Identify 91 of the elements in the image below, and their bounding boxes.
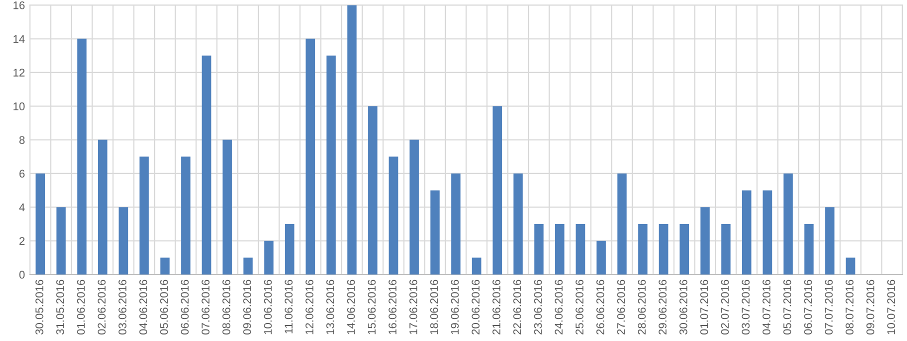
x-tick-label: 30.06.2016 bbox=[679, 280, 688, 335]
bar bbox=[118, 207, 128, 275]
bar bbox=[492, 106, 502, 275]
x-tick-label: 31.05.2016 bbox=[56, 280, 64, 335]
x-tick-label: 09.06.2016 bbox=[243, 280, 252, 335]
bar bbox=[56, 207, 66, 275]
y-tick-label: 0 bbox=[19, 270, 25, 279]
x-tick-label: 01.07.2016 bbox=[700, 280, 708, 335]
x-tick-label: 14.06.2016 bbox=[347, 280, 355, 334]
bar bbox=[368, 106, 378, 275]
y-tick-label: 12 bbox=[14, 68, 25, 76]
bar bbox=[388, 156, 398, 275]
bar bbox=[513, 173, 523, 275]
y-tick-label: 8 bbox=[19, 136, 25, 144]
x-tick-label: 07.06.2016 bbox=[202, 280, 210, 335]
x-tick-label: 12.06.2016 bbox=[306, 280, 314, 334]
bar bbox=[326, 56, 336, 275]
x-tick-label: 02.07.2016 bbox=[720, 280, 729, 335]
x-tick-label: 23.06.2016 bbox=[534, 280, 542, 334]
x-tick-label: 17.06.2016 bbox=[409, 280, 418, 334]
bar bbox=[36, 173, 45, 275]
x-tick-label: 10.07.2016 bbox=[887, 280, 896, 334]
bar bbox=[742, 190, 752, 275]
bar bbox=[472, 258, 482, 275]
bar bbox=[243, 258, 253, 275]
bar bbox=[306, 38, 316, 275]
bar bbox=[347, 5, 357, 275]
x-tick-label: 10.06.2016 bbox=[264, 280, 272, 334]
bar bbox=[721, 224, 731, 275]
x-tick-label: 21.06.2016 bbox=[492, 280, 500, 334]
bar bbox=[77, 38, 87, 275]
y-tick-label: 10 bbox=[14, 102, 25, 110]
bar bbox=[222, 140, 232, 275]
x-tick-label: 25.06.2016 bbox=[576, 280, 584, 334]
y-tick-label: 4 bbox=[19, 204, 25, 212]
bar bbox=[658, 224, 668, 275]
y-tick-label: 16 bbox=[14, 1, 25, 10]
x-tick-label: 27.06.2016 bbox=[617, 280, 625, 334]
bar bbox=[202, 56, 212, 275]
x-tick-label: 03.06.2016 bbox=[118, 280, 126, 335]
x-tick-label: 08.06.2016 bbox=[222, 280, 230, 335]
bar bbox=[846, 258, 856, 275]
x-tick-label: 04.06.2016 bbox=[139, 280, 148, 335]
bar bbox=[638, 224, 648, 275]
bar bbox=[596, 240, 606, 275]
bar bbox=[555, 224, 564, 275]
x-tick-label: 02.06.2016 bbox=[98, 280, 106, 335]
x-tick-label: 13.06.2016 bbox=[326, 280, 334, 334]
bar bbox=[700, 207, 710, 275]
y-tick-label: 14 bbox=[14, 35, 25, 43]
bar bbox=[140, 156, 149, 275]
x-tick-label: 03.07.2016 bbox=[742, 280, 750, 335]
x-tick-label: 26.06.2016 bbox=[596, 280, 604, 334]
x-tick-label: 05.06.2016 bbox=[160, 280, 168, 335]
x-tick-label: 01.06.2016 bbox=[76, 280, 85, 335]
x-tick-label: 04.07.2016 bbox=[762, 280, 770, 335]
y-tick-label: 6 bbox=[19, 170, 25, 178]
bar bbox=[284, 224, 294, 275]
x-tick-label: 06.07.2016 bbox=[804, 280, 812, 335]
x-tick-label: 15.06.2016 bbox=[368, 280, 376, 334]
x-tick-label: 16.06.2016 bbox=[388, 280, 396, 334]
bar bbox=[534, 224, 544, 275]
x-tick-label: 06.06.2016 bbox=[180, 280, 189, 335]
bar bbox=[181, 156, 190, 275]
bar bbox=[98, 140, 108, 275]
x-tick-label: 22.06.2016 bbox=[513, 280, 522, 334]
x-tick-label: 19.06.2016 bbox=[450, 280, 459, 334]
x-tick-label: 07.07.2016 bbox=[824, 280, 833, 335]
bar bbox=[264, 240, 274, 275]
bar bbox=[576, 224, 586, 275]
bar bbox=[784, 173, 793, 275]
x-tick-label: 29.06.2016 bbox=[658, 280, 667, 334]
x-tick-label: 30.05.2016 bbox=[35, 280, 44, 335]
bar bbox=[804, 224, 814, 275]
bar bbox=[160, 258, 170, 275]
x-tick-label: 24.06.2016 bbox=[554, 280, 563, 334]
x-tick-label: 09.07.2016 bbox=[866, 280, 874, 335]
x-tick-label: 11.06.2016 bbox=[284, 280, 293, 334]
bar bbox=[825, 207, 834, 275]
x-tick-label: 08.07.2016 bbox=[846, 280, 854, 335]
bar bbox=[617, 173, 627, 275]
bar bbox=[430, 190, 440, 275]
bar bbox=[410, 140, 419, 275]
x-tick-label: 20.06.2016 bbox=[472, 280, 480, 334]
x-tick-label: 05.07.2016 bbox=[783, 280, 792, 335]
x-tick-label: 18.06.2016 bbox=[430, 280, 438, 334]
y-tick-label: 2 bbox=[19, 237, 25, 245]
bar bbox=[762, 190, 772, 275]
x-tick-label: 28.06.2016 bbox=[638, 280, 646, 334]
bar bbox=[451, 173, 460, 275]
bar bbox=[680, 224, 690, 275]
